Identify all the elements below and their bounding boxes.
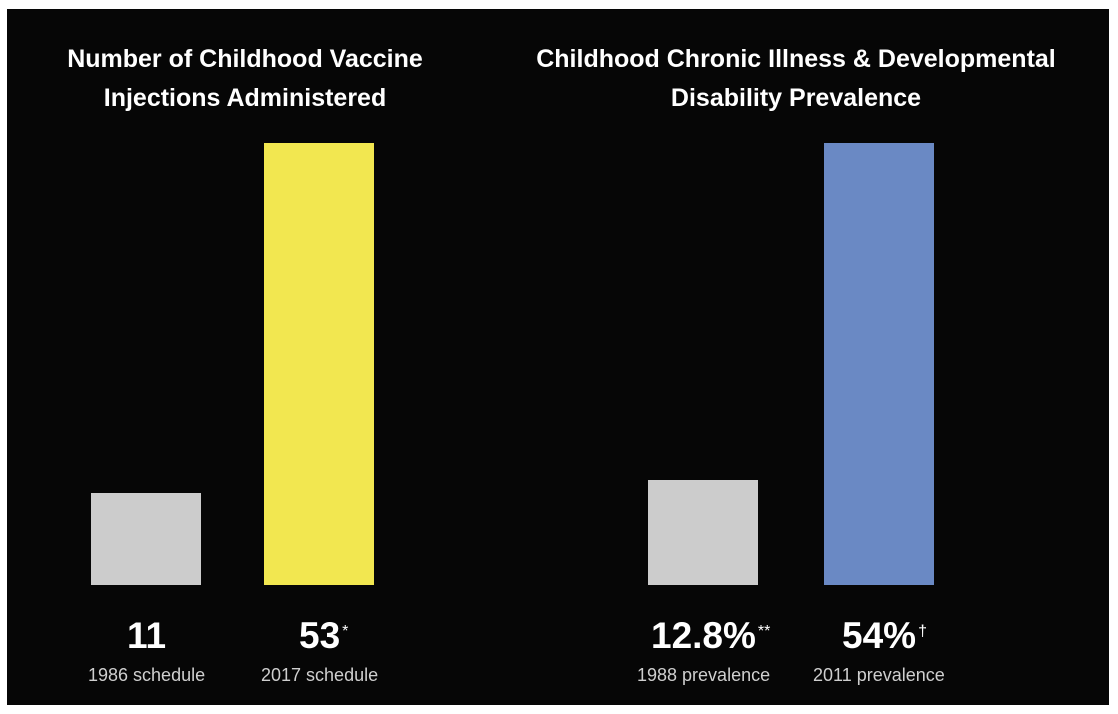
category-label-2017-schedule: 2017 schedule [261,665,379,685]
value-text: 54% [842,615,917,656]
chart-title-line-1: Childhood Chronic Illness & Developmenta… [536,45,1056,73]
category-label-2011-prevalence: 2011 prevalence [813,665,945,685]
value-label-1986: 11 [127,615,168,657]
prevalence-chart-panel: Childhood Chronic Illness & Developmenta… [483,9,1109,705]
bar-1988-prevalence [648,480,758,585]
footnote-mark: † [918,623,927,640]
chart-title: Childhood Chronic Illness & Developmenta… [483,40,1109,118]
value-label-1988: 12.8% ** [651,615,770,657]
value-label-2011: 54% † [842,615,927,657]
bar-2011-prevalence [824,143,934,585]
bar-1986-schedule [91,493,201,585]
category-label-1988-prevalence: 1988 prevalence [637,665,771,685]
chart-title-line-2: Injections Administered [103,84,387,112]
category-label-1986-schedule: 1986 schedule [88,665,206,685]
value-text: 53 [299,615,341,656]
chart-title: Number of Childhood Vaccine Injections A… [7,40,483,118]
chart-frame: Number of Childhood Vaccine Injections A… [7,9,1109,705]
bar-2017-schedule [264,143,374,585]
vaccine-chart-panel: Number of Childhood Vaccine Injections A… [7,9,483,705]
chart-title-line-1: Number of Childhood Vaccine [67,45,423,73]
footnote-mark: ** [757,623,771,640]
value-text: 12.8% [651,615,756,656]
chart-title-line-2: Disability Prevalence [670,84,922,112]
value-label-2017: 53 * [299,615,348,657]
value-text: 11 [127,615,167,656]
footnote-mark: * [342,623,349,640]
